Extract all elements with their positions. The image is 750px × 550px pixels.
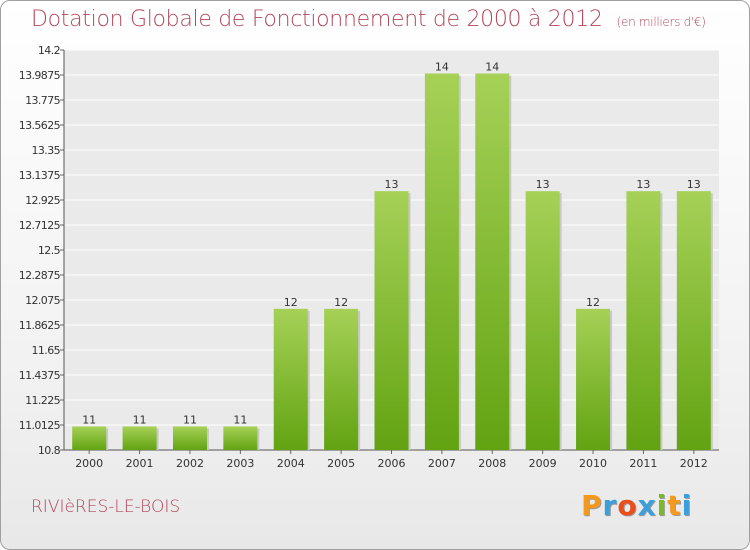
y-tick-label: 12.5 xyxy=(38,244,61,257)
y-tick-label: 11.65 xyxy=(32,344,61,357)
x-tick-label: 2000 xyxy=(75,457,103,470)
bar-value-label: 13 xyxy=(536,178,550,191)
y-tick-label: 11.8625 xyxy=(19,319,61,332)
x-tick-label: 2006 xyxy=(378,457,406,470)
x-tick-label: 2010 xyxy=(579,457,607,470)
x-tick-label: 2001 xyxy=(126,457,154,470)
x-tick-label: 2011 xyxy=(629,457,657,470)
bar xyxy=(122,426,157,450)
bar xyxy=(72,426,107,450)
proxiti-logo[interactable]: Proxiti xyxy=(581,489,692,522)
x-tick-label: 2012 xyxy=(680,457,708,470)
logo-letter: r xyxy=(602,489,618,522)
y-tick-label: 13.775 xyxy=(25,94,60,107)
x-tick-label: 2003 xyxy=(226,457,254,470)
x-tick-label: 2005 xyxy=(327,457,355,470)
bar-value-label: 13 xyxy=(636,178,650,191)
logo-letter: i xyxy=(681,489,693,522)
y-tick-label: 12.2875 xyxy=(19,269,61,282)
y-tick-label: 13.35 xyxy=(32,144,61,157)
chart-subtitle: (en milliers d'€) xyxy=(616,15,706,29)
chart-title-text: Dotation Globale de Fonctionnement de 20… xyxy=(31,7,603,32)
x-tick-label: 2007 xyxy=(428,457,456,470)
logo-letter: P xyxy=(581,489,603,522)
x-tick-label: 2002 xyxy=(176,457,204,470)
y-tick-label: 12.075 xyxy=(25,294,60,307)
y-tick-label: 11.0125 xyxy=(19,419,61,432)
bar-value-label: 11 xyxy=(133,413,147,426)
y-tick-label: 12.7125 xyxy=(19,219,61,232)
bar-value-label: 12 xyxy=(284,296,298,309)
y-tick-label: 12.925 xyxy=(25,194,60,207)
y-tick-label: 10.8 xyxy=(38,444,61,457)
bar-value-label: 12 xyxy=(586,296,600,309)
bar xyxy=(424,73,459,450)
logo-letter: t xyxy=(667,489,682,522)
x-tick-label: 2004 xyxy=(277,457,305,470)
bar xyxy=(576,308,611,450)
bar-value-label: 14 xyxy=(435,61,449,74)
bar-value-label: 12 xyxy=(334,296,348,309)
bar-value-label: 11 xyxy=(82,413,96,426)
bar-value-label: 11 xyxy=(233,413,247,426)
bar xyxy=(525,191,560,451)
commune-name: RIVIèRES-LE-BOIS xyxy=(31,497,181,517)
x-tick-label: 2009 xyxy=(529,457,557,470)
bar xyxy=(172,426,207,450)
y-tick-label: 13.5625 xyxy=(19,119,61,132)
logo-letter: x xyxy=(637,489,657,522)
bar xyxy=(626,191,661,451)
y-tick-label: 14.2 xyxy=(38,44,60,57)
bar xyxy=(324,308,359,450)
bar xyxy=(475,73,510,450)
logo-letter: i xyxy=(656,489,668,522)
x-tick-label: 2008 xyxy=(478,457,506,470)
bar-value-label: 11 xyxy=(183,413,197,426)
bar xyxy=(374,191,409,451)
bar-value-label: 13 xyxy=(687,178,701,191)
chart-title: Dotation Globale de Fonctionnement de 20… xyxy=(31,7,706,32)
bar xyxy=(223,426,258,450)
bar xyxy=(273,308,308,450)
logo-letter: o xyxy=(617,489,638,522)
bar-value-label: 14 xyxy=(485,61,499,74)
y-tick-label: 11.225 xyxy=(25,394,60,407)
bar xyxy=(676,191,711,451)
y-tick-label: 13.1375 xyxy=(19,169,61,182)
y-tick-label: 11.4375 xyxy=(19,369,61,382)
y-tick-label: 13.9875 xyxy=(19,69,61,82)
bar-value-label: 13 xyxy=(385,178,399,191)
